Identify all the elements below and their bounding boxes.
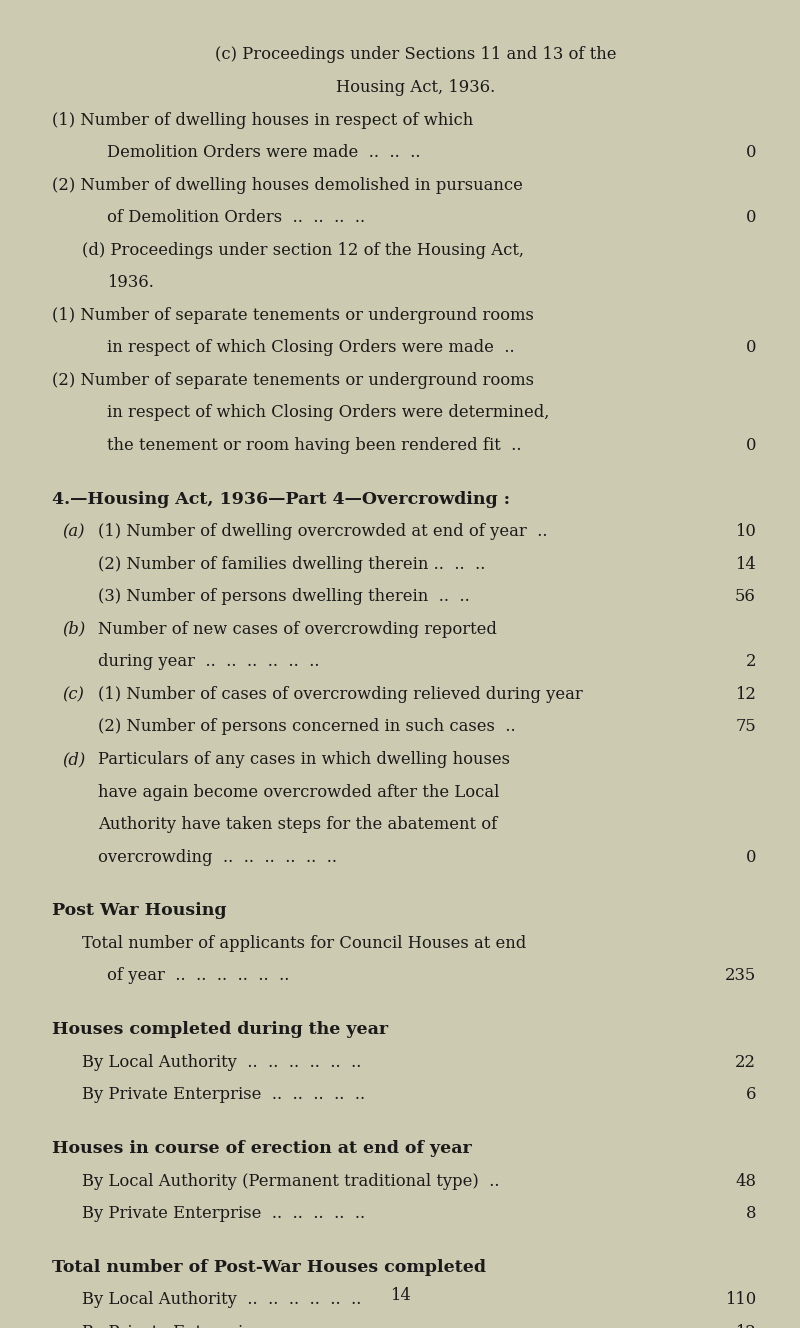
Text: 22: 22	[735, 1053, 756, 1070]
Text: 0: 0	[746, 339, 756, 356]
Text: of year  ..  ..  ..  ..  ..  ..: of year .. .. .. .. .. ..	[106, 967, 289, 984]
Text: (3) Number of persons dwelling therein  ..  ..: (3) Number of persons dwelling therein .…	[98, 588, 470, 606]
Text: the tenement or room having been rendered fit  ..: the tenement or room having been rendere…	[106, 437, 522, 454]
Text: 0: 0	[746, 143, 756, 161]
Text: (b): (b)	[62, 620, 86, 637]
Text: Total number of Post-War Houses completed: Total number of Post-War Houses complete…	[52, 1259, 486, 1276]
Text: 0: 0	[746, 208, 756, 226]
Text: 235: 235	[725, 967, 756, 984]
Text: (1) Number of dwelling overcrowded at end of year  ..: (1) Number of dwelling overcrowded at en…	[98, 523, 547, 540]
Text: (1) Number of dwelling houses in respect of which: (1) Number of dwelling houses in respect…	[52, 112, 474, 129]
Text: 56: 56	[735, 588, 756, 606]
Text: By Private Enterprise  ..  ..  ..  ..  ..: By Private Enterprise .. .. .. .. ..	[82, 1324, 366, 1328]
Text: By Local Authority  ..  ..  ..  ..  ..  ..: By Local Authority .. .. .. .. .. ..	[82, 1053, 362, 1070]
Text: (c): (c)	[62, 685, 84, 703]
Text: (2) Number of separate tenements or underground rooms: (2) Number of separate tenements or unde…	[52, 372, 534, 389]
Text: 12: 12	[735, 1324, 756, 1328]
Text: 14: 14	[390, 1287, 410, 1304]
Text: overcrowding  ..  ..  ..  ..  ..  ..: overcrowding .. .. .. .. .. ..	[98, 849, 337, 866]
Text: 2: 2	[746, 653, 756, 671]
Text: (1) Number of cases of overcrowding relieved during year: (1) Number of cases of overcrowding reli…	[98, 685, 582, 703]
Text: Demolition Orders were made  ..  ..  ..: Demolition Orders were made .. .. ..	[106, 143, 420, 161]
Text: 8: 8	[746, 1204, 756, 1222]
Text: 6: 6	[746, 1086, 756, 1104]
Text: (2) Number of families dwelling therein ..  ..  ..: (2) Number of families dwelling therein …	[98, 555, 485, 572]
Text: (2) Number of persons concerned in such cases  ..: (2) Number of persons concerned in such …	[98, 718, 515, 736]
Text: 4.—Housing Act, 1936—Part 4—Overcrowding :: 4.—Housing Act, 1936—Part 4—Overcrowding…	[52, 490, 510, 507]
Text: 1936.: 1936.	[106, 274, 154, 291]
Text: of Demolition Orders  ..  ..  ..  ..: of Demolition Orders .. .. .. ..	[106, 208, 365, 226]
Text: (a): (a)	[62, 523, 85, 540]
Text: 110: 110	[725, 1291, 756, 1308]
Text: during year  ..  ..  ..  ..  ..  ..: during year .. .. .. .. .. ..	[98, 653, 319, 671]
Text: 12: 12	[735, 685, 756, 703]
Text: (2) Number of dwelling houses demolished in pursuance: (2) Number of dwelling houses demolished…	[52, 177, 523, 194]
Text: By Local Authority (Permanent traditional type)  ..: By Local Authority (Permanent traditiona…	[82, 1173, 500, 1190]
Text: By Private Enterprise  ..  ..  ..  ..  ..: By Private Enterprise .. .. .. .. ..	[82, 1086, 366, 1104]
Text: By Private Enterprise  ..  ..  ..  ..  ..: By Private Enterprise .. .. .. .. ..	[82, 1204, 366, 1222]
Text: By Local Authority  ..  ..  ..  ..  ..  ..: By Local Authority .. .. .. .. .. ..	[82, 1291, 362, 1308]
Text: Houses completed during the year: Houses completed during the year	[52, 1021, 388, 1038]
Text: (d) Proceedings under section 12 of the Housing Act,: (d) Proceedings under section 12 of the …	[82, 242, 525, 259]
Text: Housing Act, 1936.: Housing Act, 1936.	[336, 80, 496, 96]
Text: 14: 14	[735, 555, 756, 572]
Text: in respect of which Closing Orders were determined,: in respect of which Closing Orders were …	[106, 404, 549, 421]
Text: 0: 0	[746, 437, 756, 454]
Text: (c) Proceedings under Sections 11 and 13 of the: (c) Proceedings under Sections 11 and 13…	[215, 46, 617, 64]
Text: Houses in course of erection at end of year: Houses in course of erection at end of y…	[52, 1139, 472, 1157]
Text: Authority have taken steps for the abatement of: Authority have taken steps for the abate…	[98, 815, 497, 833]
Text: Number of new cases of overcrowding reported: Number of new cases of overcrowding repo…	[98, 620, 497, 637]
Text: (d): (d)	[62, 750, 86, 768]
Text: Particulars of any cases in which dwelling houses: Particulars of any cases in which dwelli…	[98, 750, 510, 768]
Text: 48: 48	[735, 1173, 756, 1190]
Text: 10: 10	[735, 523, 756, 540]
Text: in respect of which Closing Orders were made  ..: in respect of which Closing Orders were …	[106, 339, 514, 356]
Text: 0: 0	[746, 849, 756, 866]
Text: 75: 75	[735, 718, 756, 736]
Text: (1) Number of separate tenements or underground rooms: (1) Number of separate tenements or unde…	[52, 307, 534, 324]
Text: Post War Housing: Post War Housing	[52, 902, 226, 919]
Text: have again become overcrowded after the Local: have again become overcrowded after the …	[98, 784, 499, 801]
Text: Total number of applicants for Council Houses at end: Total number of applicants for Council H…	[82, 935, 526, 952]
